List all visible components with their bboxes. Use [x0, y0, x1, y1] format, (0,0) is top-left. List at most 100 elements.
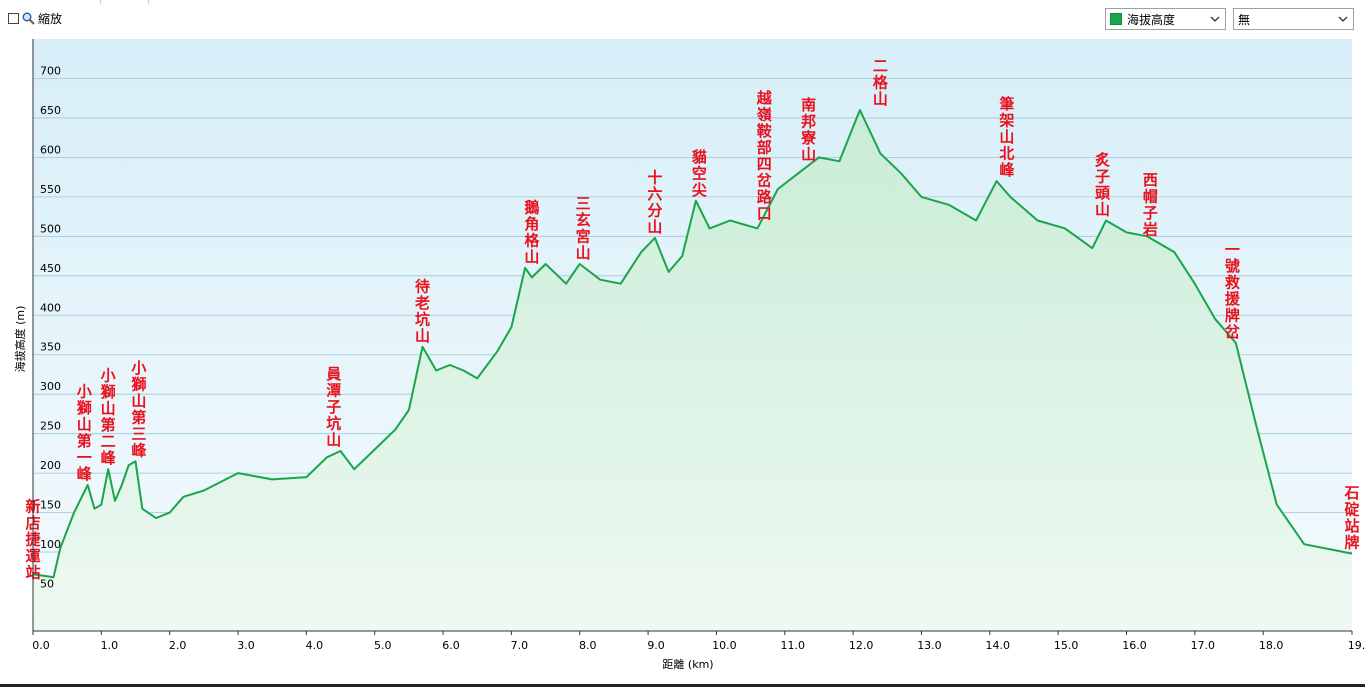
annotation-char: 站	[1344, 517, 1359, 535]
annotation-char: 峰	[999, 161, 1015, 179]
compare-select[interactable]: 無	[1233, 8, 1354, 30]
y-tick-label: 600	[40, 143, 61, 156]
annotation-char: 邦	[801, 112, 816, 130]
y-tick-label: 350	[40, 341, 61, 354]
chevron-down-icon	[1210, 16, 1220, 22]
annotation-char: 子	[1095, 168, 1110, 186]
annotation-char: 援	[1225, 290, 1241, 308]
chevron-down-icon	[1338, 16, 1348, 22]
annotation-char: 口	[757, 204, 772, 222]
annotation-char: 山	[647, 218, 662, 236]
y-tick-labels: 50 100 150 200 250 300 350 400 450 500 550 600 650 70…	[40, 64, 61, 590]
annotation-char: 待	[415, 277, 430, 295]
annotation-char: 四	[757, 155, 772, 173]
annotation-char: 嶺	[756, 105, 772, 123]
y-tick-label: 550	[40, 183, 61, 196]
zoom-checkbox[interactable]	[8, 13, 19, 24]
x-tick-label: 17.0	[1191, 639, 1216, 652]
annotation-char: 格	[524, 231, 540, 249]
annotation-char: 二	[101, 433, 116, 451]
x-tick-label: 2.0	[169, 639, 187, 652]
annotation-char: 頭	[1095, 184, 1111, 202]
annotation-char: 帽	[1143, 187, 1158, 205]
peak-annotations: 新店捷運站小獅山第一峰小獅山第二峰小獅山第三峰員潭子坑山待老坑山鵝角格山三玄宮山…	[25, 57, 1359, 582]
annotation-char: 貓	[692, 148, 707, 166]
annotation-char: 碇	[1344, 501, 1359, 519]
annotation-char: 架	[998, 112, 1014, 130]
annotation-char: 牌	[1225, 306, 1240, 324]
x-tick-label: 1.0	[101, 639, 119, 652]
annotation-char: 山	[999, 128, 1014, 146]
annotation-char: 第	[77, 432, 92, 450]
x-tick-label: 10.0	[712, 639, 737, 652]
tab-2[interactable]	[148, 0, 195, 4]
annotation-char: 山	[415, 327, 430, 345]
annotation-char: 第	[101, 416, 116, 434]
annotation-char: 小	[131, 359, 146, 377]
annotation-char: 南	[801, 96, 816, 114]
annotation-char: 小	[77, 382, 92, 400]
annotation-char: 分	[647, 201, 662, 219]
annotation-char: 岔	[757, 171, 773, 189]
annotation-char: 三	[131, 425, 146, 443]
annotation-char: 山	[801, 145, 816, 163]
annotation-char: 三	[576, 194, 591, 212]
annotation-char: 寮	[800, 129, 817, 147]
y-tick-label: 300	[40, 380, 61, 393]
x-tick-label: 19.3	[1348, 639, 1365, 652]
x-axis-label: 距離 (km)	[662, 657, 713, 671]
annotation-char: 尖	[692, 181, 707, 199]
annotation-char: 小	[101, 367, 116, 385]
annotation-char: 炙	[1095, 151, 1110, 169]
annotation-char: 一	[77, 448, 92, 466]
y-tick-label: 450	[40, 262, 61, 275]
annotation-char: 山	[77, 415, 92, 433]
series-select-value: 海拔高度	[1127, 12, 1176, 27]
annotation-char: 峰	[101, 449, 117, 467]
annotation-char: 號	[1225, 257, 1240, 275]
annotation-char: 越	[756, 89, 773, 107]
annotation-label: 二格山	[873, 57, 889, 108]
annotation-char: 峰	[77, 465, 93, 483]
annotation-char: 潭	[326, 382, 341, 400]
elevation-chart: 50 100 150 200 250 300 350 400 450 500 550 600 650 70…	[13, 39, 1365, 671]
tab-1[interactable]	[100, 0, 149, 4]
x-tick-label: 3.0	[237, 639, 255, 652]
x-tick-label: 8.0	[579, 639, 597, 652]
x-tick-label: 11.0	[781, 639, 806, 652]
x-tick-label: 0.0	[32, 639, 50, 652]
annotation-label: 貓空尖	[692, 148, 707, 199]
y-tick-label: 500	[40, 222, 61, 235]
annotation-char: 部	[757, 138, 772, 156]
zoom-toggle[interactable]: 縮放	[8, 10, 62, 27]
x-tick-label: 12.0	[849, 639, 874, 652]
annotation-char: 山	[1095, 201, 1110, 219]
x-tick-labels: 0.0 1.0 2.0 3.0 4.0 5.0 6.0 7.0 8.0 9.0 10.0 11.0 12…	[32, 631, 1365, 652]
y-axis-label: 海拔高度 (m)	[13, 306, 27, 373]
series-color-swatch	[1110, 13, 1122, 25]
annotation-char: 六	[647, 185, 662, 203]
x-tick-label: 6.0	[442, 639, 460, 652]
zoom-label: 縮放	[38, 12, 63, 26]
annotation-char: 岔	[1225, 323, 1241, 341]
annotation-char: 牌	[1344, 534, 1359, 552]
x-tick-label: 9.0	[647, 639, 665, 652]
series-select[interactable]: 海拔高度	[1105, 8, 1226, 30]
annotation-char: 十	[647, 168, 662, 186]
x-tick-label: 4.0	[306, 639, 324, 652]
x-tick-label: 16.0	[1122, 639, 1147, 652]
x-tick-label: 7.0	[511, 639, 529, 652]
x-tick-label: 14.0	[986, 639, 1011, 652]
annotation-char: 山	[326, 431, 341, 449]
annotation-char: 第	[131, 408, 146, 426]
annotation-char: 山	[576, 244, 591, 262]
